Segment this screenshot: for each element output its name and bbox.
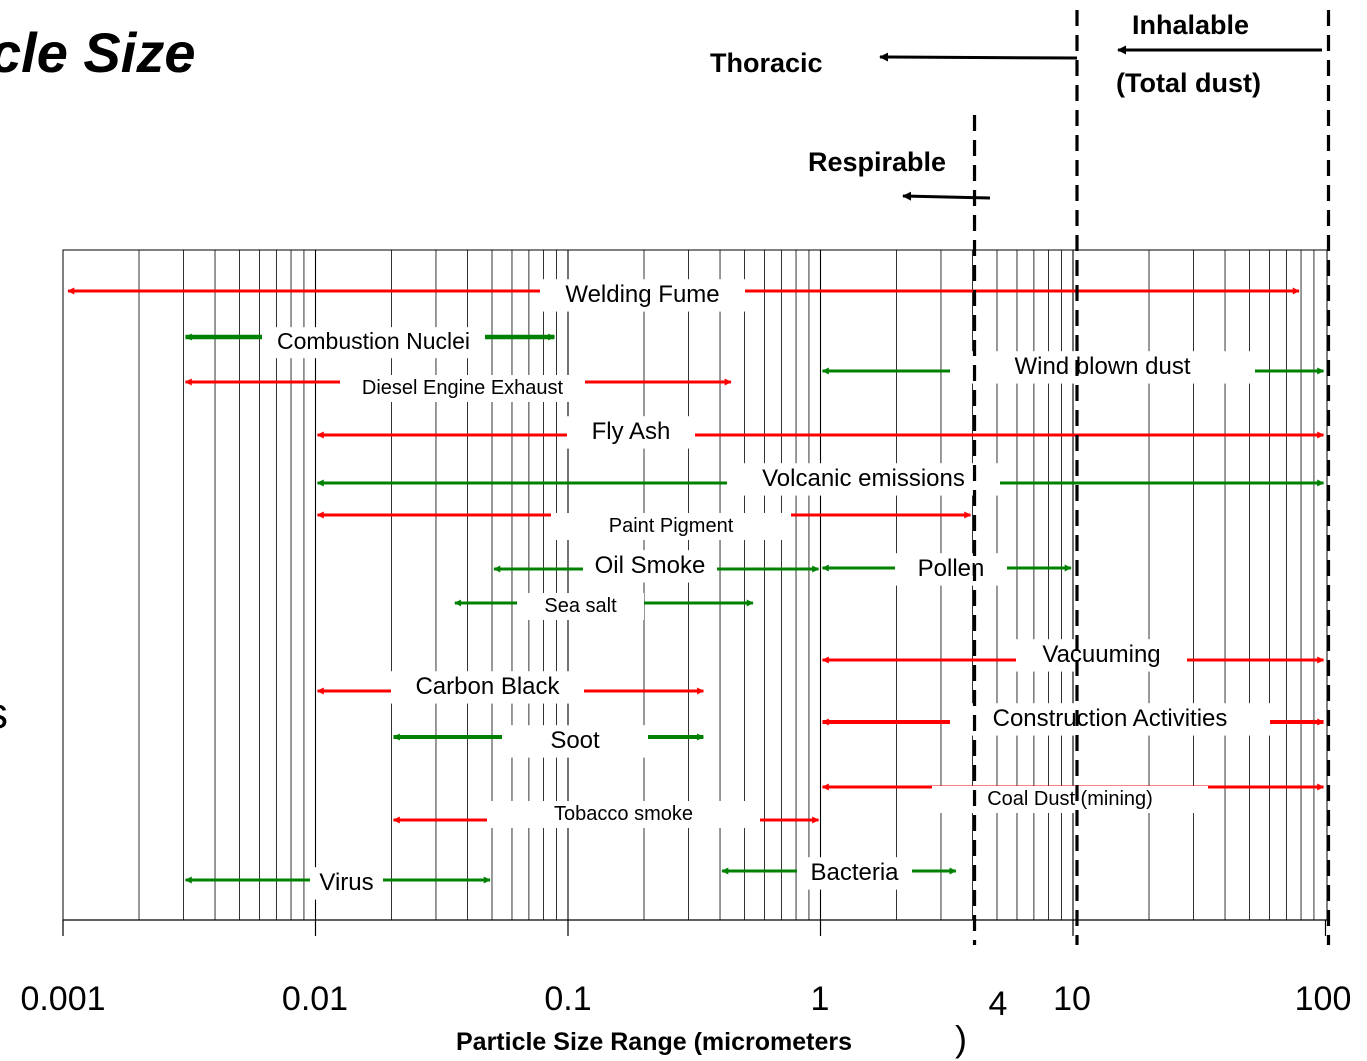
thoracic-arrow [879, 52, 1078, 62]
range-label-bg [502, 725, 648, 758]
range-label: Tobacco smoke [554, 803, 693, 825]
x-tick-label-0.001: 0.001 [20, 980, 105, 1018]
range-label-bg [797, 857, 912, 890]
range-label-bg [487, 801, 760, 828]
x-tick-label-0.1: 0.1 [544, 980, 591, 1018]
respirable-label: Respirable [808, 147, 946, 177]
range-label-bg [583, 550, 717, 583]
range-label-bg [340, 375, 585, 402]
range-label-bg [950, 703, 1270, 736]
range-label-bg [895, 553, 1007, 586]
range-label: Oil Smoke [595, 552, 706, 579]
range-bars: Welding Fume Combustion Nuclei Wind blown … [67, 279, 1325, 900]
range-label: Virus [319, 869, 373, 896]
inhalable-label: Inhalable [1132, 10, 1249, 40]
range-label-bg [932, 786, 1208, 813]
range-label-bg [1016, 639, 1187, 672]
range-label: Volcanic emissions [762, 465, 965, 492]
range-label-bg [262, 327, 485, 359]
range-label: Paint Pigment [609, 515, 734, 537]
x-tick-label-0.01: 0.01 [282, 980, 348, 1018]
range-label-bg [310, 867, 383, 900]
range-label-bg [551, 513, 791, 540]
chart-title-fragment: cle Size [0, 21, 195, 84]
range-label: Combustion Nuclei [277, 328, 470, 354]
range-label-bg [517, 593, 644, 620]
range-label: Construction Activities [993, 705, 1228, 732]
range-label: Diesel Engine Exhaust [362, 377, 564, 399]
range-label: Bacteria [810, 859, 899, 886]
x-tick-label-4: 4 [989, 985, 1008, 1023]
range-label: Soot [550, 727, 600, 754]
range-label-bg [540, 279, 745, 312]
range-label: Fly Ash [592, 418, 671, 445]
x-tick-label-10: 10 [1053, 980, 1091, 1018]
total-dust-label: (Total dust) [1116, 68, 1261, 98]
x-tick-label-100: 100 [1295, 980, 1352, 1018]
range-label: Carbon Black [415, 673, 560, 700]
x-axis-title-paren: ) [955, 1018, 967, 1059]
x-axis-ticks [62, 920, 1327, 936]
x-axis-title: Particle Size Range (micrometers [456, 1028, 852, 1056]
range-label: Welding Fume [565, 281, 719, 308]
range-label-bg [567, 416, 695, 449]
range-label: Coal Dust (mining) [987, 788, 1153, 810]
range-label-bg [391, 671, 584, 704]
respirable-arrow [902, 191, 991, 201]
range-label: Wind blown dust [1014, 353, 1190, 380]
cutoff-lines [972, 10, 1331, 945]
grid-lines [138, 250, 1315, 920]
left-edge-fragment: s [0, 689, 8, 738]
range-label: Vacuuming [1042, 641, 1160, 668]
range-label-bg [727, 463, 1000, 496]
thoracic-label: Thoracic [710, 48, 823, 78]
range-label-bg [950, 351, 1255, 384]
range-label: Sea salt [544, 595, 617, 617]
x-tick-label-1: 1 [811, 980, 830, 1018]
